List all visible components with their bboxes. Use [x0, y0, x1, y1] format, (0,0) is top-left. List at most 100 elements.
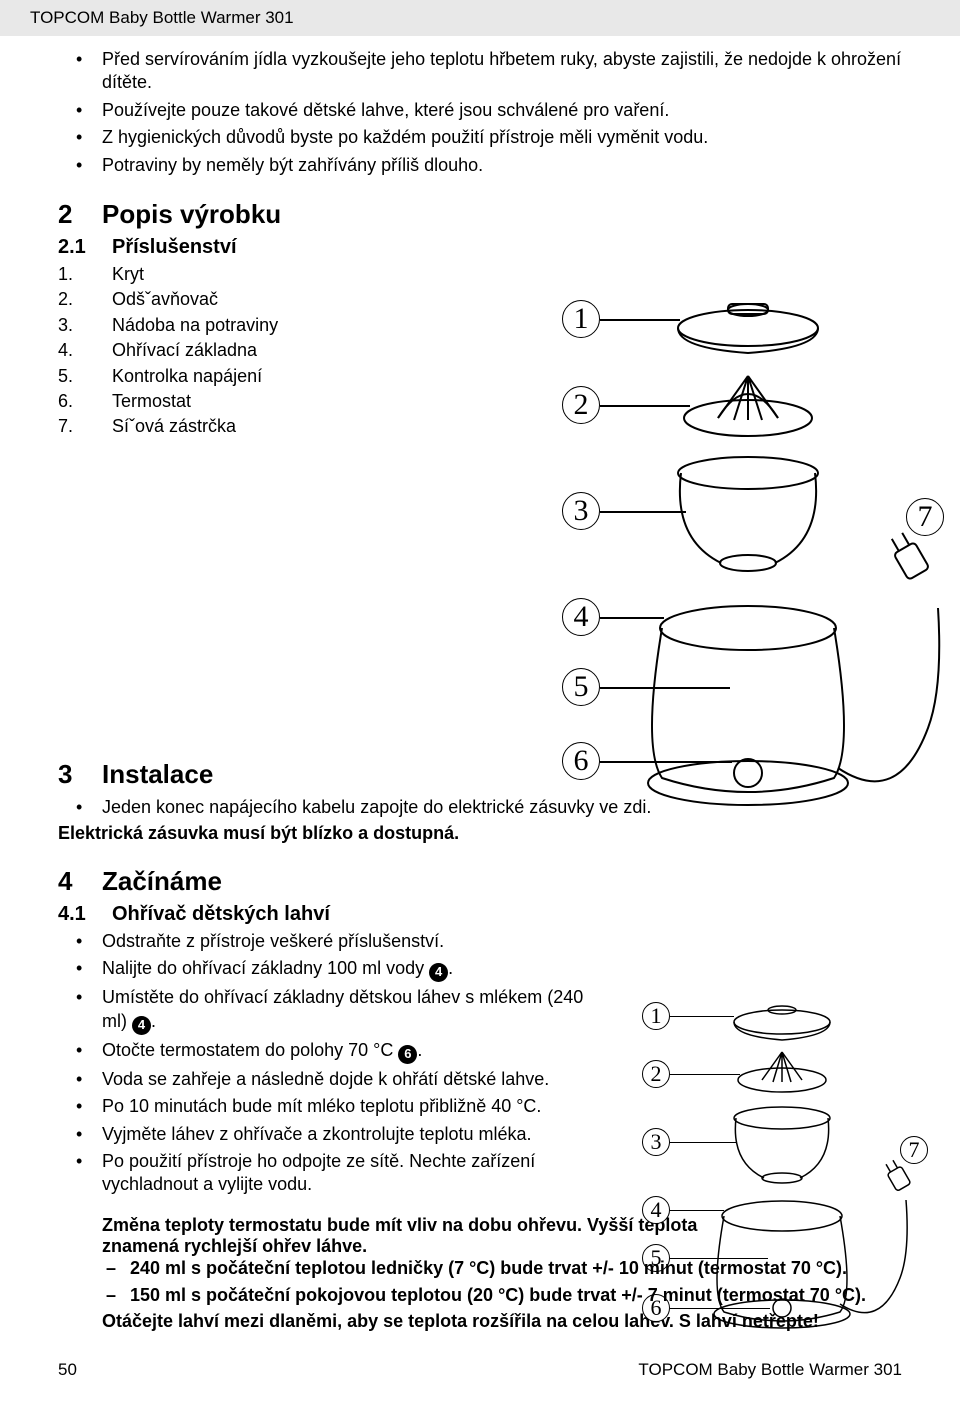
product-diagram-small: 1 2 3 4 5 6 7 — [642, 1000, 932, 1330]
leader-line — [670, 1016, 734, 1017]
item-text: Ohřívací základna — [112, 340, 257, 360]
text: . — [417, 1040, 422, 1060]
heading-number: 4 — [58, 866, 102, 897]
diagram-label-4: 4 — [642, 1196, 670, 1224]
intro-bullet: Používejte pouze takové dětské lahve, kt… — [58, 99, 902, 122]
item-text: Kryt — [112, 264, 144, 284]
item-text: Termostat — [112, 391, 191, 411]
item-num: 3. — [58, 314, 73, 337]
section-2-1-heading: 2.1Příslušenství — [58, 236, 902, 259]
page-footer: 50 TOPCOM Baby Bottle Warmer 301 — [0, 1360, 960, 1380]
text: Po 10 minutách bude mít mléko teplotu př… — [102, 1096, 541, 1116]
text: Z hygienických důvodů byste po každém po… — [102, 127, 708, 147]
item-text: Kontrolka napájení — [112, 366, 262, 386]
list-item: Odstraňte z přístroje veškeré příslušens… — [58, 930, 598, 953]
list-item: Nalijte do ohřívací základny 100 ml vody… — [58, 957, 598, 982]
list-item: Vyjměte láhev z ohřívače a zkontrolujte … — [58, 1123, 598, 1146]
text: Po použití přístroje ho odpojte ze sítě.… — [102, 1151, 535, 1194]
heading-number: 2 — [58, 199, 102, 230]
leader-line — [670, 1142, 736, 1143]
diagram-label-3: 3 — [642, 1128, 670, 1156]
leader-line — [670, 1074, 740, 1075]
leader-line — [670, 1308, 770, 1309]
product-diagram-small-svg — [642, 1000, 932, 1330]
text: Jeden konec napájecího kabelu zapojte do… — [102, 797, 651, 817]
heading-number: 3 — [58, 759, 102, 790]
text: 150 ml s počáteční pokojovou teplotou (2… — [130, 1285, 866, 1305]
installation-note: Elektrická zásuvka musí být blízko a dos… — [58, 823, 902, 844]
ref-circle-icon: 4 — [132, 1016, 151, 1035]
leader-line — [600, 405, 690, 407]
diagram-label-3: 3 — [562, 492, 600, 530]
intro-bullet: Potraviny by neměly být zahřívány příliš… — [58, 154, 902, 177]
text: . — [151, 1011, 156, 1031]
leader-line — [670, 1210, 724, 1211]
item-num: 2. — [58, 288, 73, 311]
list-item: Voda se zahřeje a následně dojde k ohřát… — [58, 1068, 598, 1091]
list-item: Otočte termostatem do polohy 70 °C 6. — [58, 1039, 598, 1064]
list-item: Po 10 minutách bude mít mléko teplotu př… — [58, 1095, 598, 1118]
list-item: Jeden konec napájecího kabelu zapojte do… — [58, 796, 902, 819]
diagram-label-7: 7 — [906, 498, 944, 536]
item-num: 7. — [58, 415, 73, 438]
heading-number: 4.1 — [58, 903, 112, 926]
heading-title: Příslušenství — [112, 236, 237, 258]
text: Odstraňte z přístroje veškeré příslušens… — [102, 931, 444, 951]
text: Voda se zahřeje a následně dojde k ohřát… — [102, 1069, 549, 1089]
text: Umístěte do ohřívací základny dětskou lá… — [102, 987, 583, 1030]
leader-line — [600, 761, 732, 763]
text: Vyjměte láhev z ohřívače a zkontrolujte … — [102, 1124, 532, 1144]
diagram-label-6: 6 — [562, 742, 600, 780]
header-title: TOPCOM Baby Bottle Warmer 301 — [30, 8, 294, 27]
getting-started-list: Odstraňte z přístroje veškeré příslušens… — [58, 930, 598, 1197]
diagram-label-2: 2 — [562, 386, 600, 424]
leader-line — [600, 617, 664, 619]
list-item: Umístěte do ohřívací základny dětskou lá… — [58, 986, 598, 1034]
list-item: 150 ml s počáteční pokojovou teplotou (2… — [58, 1284, 902, 1307]
item-num: 1. — [58, 263, 73, 286]
diagram-label-2: 2 — [642, 1060, 670, 1088]
section-4-heading: 4Začínáme — [58, 866, 902, 897]
leader-line — [600, 319, 680, 321]
heading-title: Ohřívač dětských lahví — [112, 903, 330, 925]
text: 240 ml s počáteční teplotou ledničky (7 … — [130, 1258, 847, 1278]
item-num: 5. — [58, 365, 73, 388]
section-4-1-heading: 4.1Ohřívač dětských lahví — [58, 903, 902, 926]
item-text: Síˇová zástrčka — [112, 416, 236, 436]
ref-circle-icon: 6 — [398, 1045, 417, 1064]
page-content: Před servírováním jídla vyzkoušejte jeho… — [0, 36, 960, 1332]
diagram-label-5: 5 — [562, 668, 600, 706]
heading-title: Popis výrobku — [102, 199, 281, 229]
heading-number: 2.1 — [58, 236, 112, 259]
list-item: Po použití přístroje ho odpojte ze sítě.… — [58, 1150, 598, 1197]
ref-circle-icon: 4 — [429, 963, 448, 982]
text: Nalijte do ohřívací základny 100 ml vody — [102, 958, 429, 978]
diagram-label-7: 7 — [900, 1136, 928, 1164]
intro-bullet: Z hygienických důvodů byste po každém po… — [58, 126, 902, 149]
heading-title: Instalace — [102, 759, 213, 789]
item-text: Odšˇavňovač — [112, 289, 218, 309]
diagram-label-4: 4 — [562, 598, 600, 636]
item-text: Nádoba na potraviny — [112, 315, 278, 335]
installation-list: Jeden konec napájecího kabelu zapojte do… — [58, 796, 902, 819]
text: Před servírováním jídla vyzkoušejte jeho… — [102, 49, 901, 92]
footer-title: TOPCOM Baby Bottle Warmer 301 — [638, 1360, 902, 1380]
list-item: 240 ml s počáteční teplotou ledničky (7 … — [58, 1257, 902, 1280]
text: Potraviny by neměly být zahřívány příliš… — [102, 155, 483, 175]
heading-title: Začínáme — [102, 866, 222, 896]
list-item: 1. Kryt — [58, 263, 902, 286]
intro-bullet: Před servírováním jídla vyzkoušejte jeho… — [58, 48, 902, 95]
page-number: 50 — [58, 1360, 77, 1380]
leader-line — [600, 687, 730, 689]
item-num: 6. — [58, 390, 73, 413]
leader-line — [600, 511, 686, 513]
text: Otočte termostatem do polohy 70 °C — [102, 1040, 398, 1060]
item-num: 4. — [58, 339, 73, 362]
product-diagram-svg — [558, 298, 948, 818]
diagram-label-1: 1 — [642, 1002, 670, 1030]
intro-bullet-list: Před servírováním jídla vyzkoušejte jeho… — [58, 48, 902, 177]
text: . — [448, 958, 453, 978]
product-diagram-large: 1 2 3 4 5 6 7 — [558, 298, 948, 818]
diagram-label-1: 1 — [562, 300, 600, 338]
text: Používejte pouze takové dětské lahve, kt… — [102, 100, 669, 120]
